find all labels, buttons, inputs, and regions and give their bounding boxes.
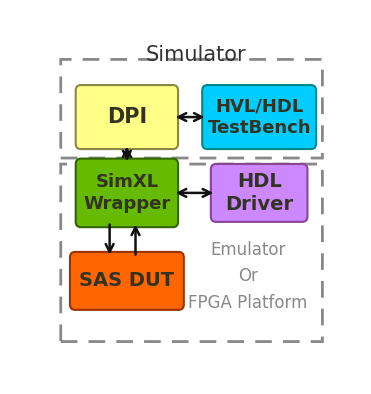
Text: HDL
Driver: HDL Driver	[225, 172, 293, 214]
Text: DPI: DPI	[107, 107, 147, 127]
FancyBboxPatch shape	[202, 85, 316, 149]
Text: HVL/HDL
TestBench: HVL/HDL TestBench	[207, 97, 311, 137]
Text: Simulator: Simulator	[145, 45, 246, 65]
FancyBboxPatch shape	[70, 252, 184, 310]
Text: SAS DUT: SAS DUT	[79, 271, 174, 290]
FancyBboxPatch shape	[211, 164, 308, 222]
Text: SimXL
Wrapper: SimXL Wrapper	[83, 173, 171, 213]
Text: Emulator
Or
FPGA Platform: Emulator Or FPGA Platform	[188, 241, 307, 312]
FancyBboxPatch shape	[76, 159, 178, 227]
FancyBboxPatch shape	[76, 85, 178, 149]
